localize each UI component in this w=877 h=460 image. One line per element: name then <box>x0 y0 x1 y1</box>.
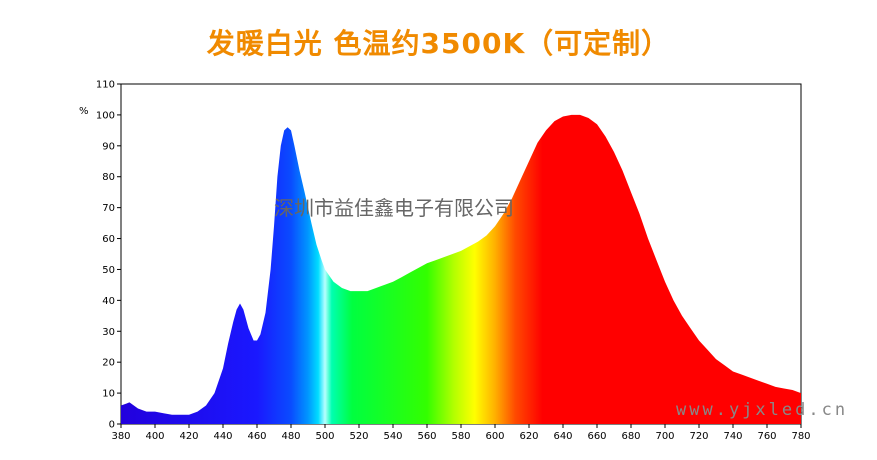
x-tick-label: 460 <box>247 431 266 442</box>
x-tick-label: 640 <box>553 431 572 442</box>
y-tick-label: 0 <box>109 420 115 431</box>
x-tick-label: 440 <box>213 431 232 442</box>
x-tick-label: 660 <box>587 431 606 442</box>
y-tick-label: 80 <box>102 172 115 183</box>
x-tick-label: 560 <box>417 431 436 442</box>
x-tick-label: 380 <box>111 431 130 442</box>
x-tick-label: 500 <box>315 431 334 442</box>
y-tick-label: 70 <box>102 203 115 214</box>
y-tick-label: 100 <box>96 110 115 121</box>
x-tick-label: 720 <box>689 431 708 442</box>
x-tick-label: 580 <box>451 431 470 442</box>
x-tick-label: 760 <box>757 431 776 442</box>
y-axis-unit: % <box>79 106 89 117</box>
x-tick-label: 680 <box>621 431 640 442</box>
watermark-company: 深圳市益佳鑫电子有限公司 <box>274 196 514 220</box>
x-tick-label: 620 <box>519 431 538 442</box>
y-tick-label: 10 <box>102 389 115 400</box>
x-tick-label: 520 <box>349 431 368 442</box>
x-tick-label: 420 <box>179 431 198 442</box>
x-tick-label: 600 <box>485 431 504 442</box>
chart-title: 发暖白光 色温约3500K（可定制） <box>206 27 671 60</box>
x-tick-label: 740 <box>723 431 742 442</box>
x-tick-label: 540 <box>383 431 402 442</box>
spectrum-area <box>121 114 801 425</box>
y-tick-label: 30 <box>102 327 115 338</box>
y-tick-label: 110 <box>96 80 115 91</box>
x-tick-label: 780 <box>791 431 810 442</box>
x-tick-label: 400 <box>145 431 164 442</box>
x-tick-label: 480 <box>281 431 300 442</box>
y-axis-ticks: 0 10 20 30 40 50 60 70 80 90 100 110 <box>96 80 121 431</box>
y-tick-label: 60 <box>102 234 115 245</box>
watermark-url: www.yjxled.cn <box>676 400 848 420</box>
y-tick-label: 50 <box>102 265 115 276</box>
x-tick-label: 700 <box>655 431 674 442</box>
y-tick-label: 90 <box>102 141 115 152</box>
y-tick-label: 20 <box>102 358 115 369</box>
y-tick-label: 40 <box>102 296 115 307</box>
x-axis-ticks: 380 400 420 440 460 480 500 520 540 560 580 600 620 6… <box>111 424 811 442</box>
